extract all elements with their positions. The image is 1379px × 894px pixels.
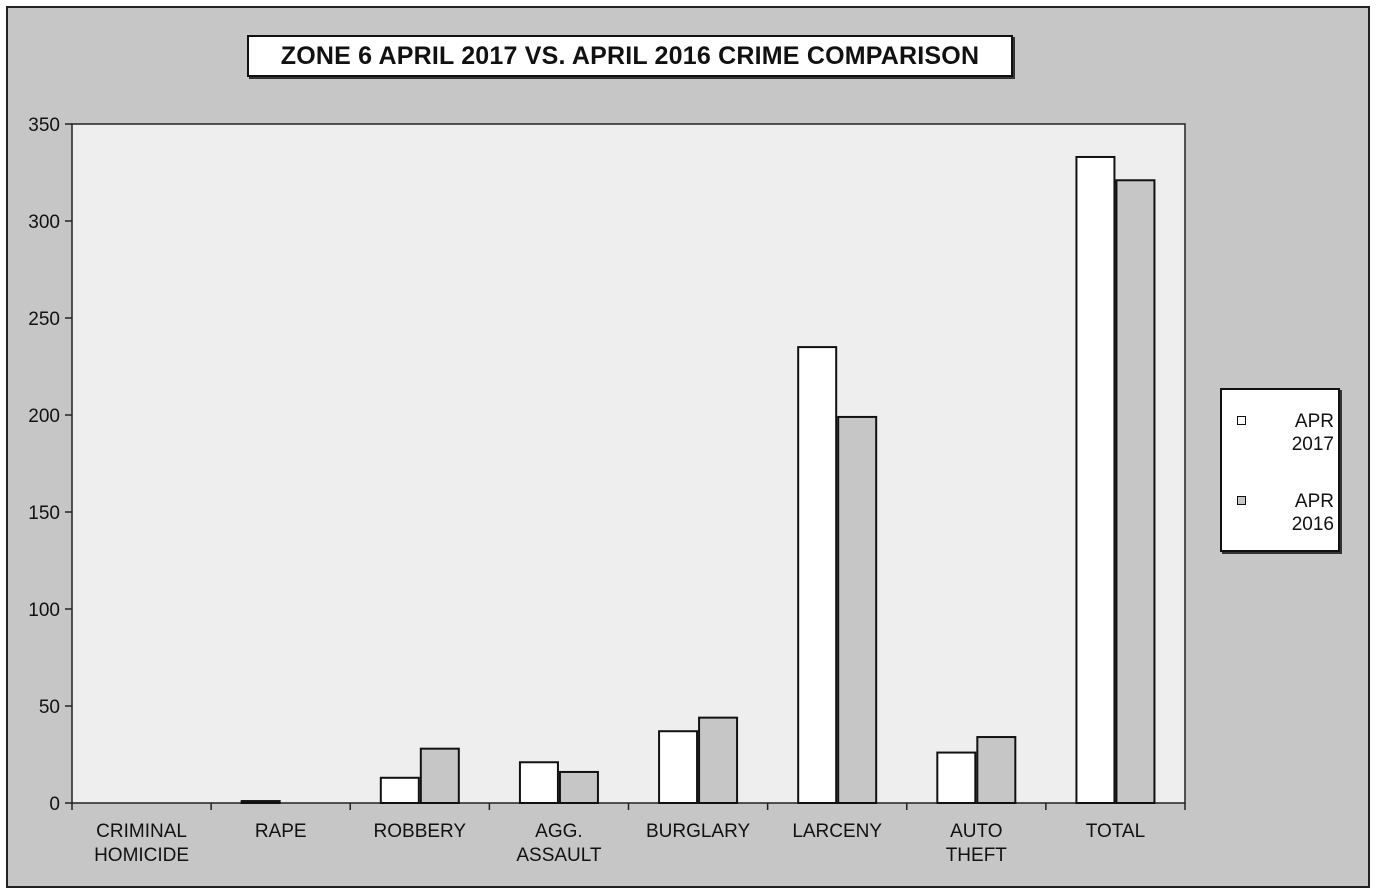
chart-title: ZONE 6 APRIL 2017 VS. APRIL 2016 CRIME C… (280, 41, 980, 70)
category-label: TOTAL (1086, 821, 1145, 842)
bar-apr-2017 (797, 346, 838, 804)
bar-apr-2017 (936, 751, 977, 804)
category-labels: CRIMINAL HOMICIDE RAPE ROBBERY AGG. ASSAULT BU… (94, 821, 1145, 866)
bar-apr-2016 (419, 747, 460, 804)
legend-label-line2: 2017 (1291, 434, 1334, 455)
legend: APR 2017 APR 2016 (1220, 388, 1340, 552)
bar-apr-2017 (379, 776, 420, 805)
bar-apr-2016 (976, 736, 1017, 804)
y-tick-label: 350 (28, 115, 60, 136)
category-label: LARCENY (792, 821, 882, 842)
y-tick-label: 150 (28, 503, 60, 524)
plot-area (71, 123, 1186, 804)
legend-swatch-apr-2017 (1237, 416, 1246, 425)
y-tick-label: 300 (28, 212, 60, 233)
category-label: AUTO (950, 821, 1002, 842)
bar-apr-2017 (658, 730, 699, 804)
chart-title-box: ZONE 6 APRIL 2017 VS. APRIL 2016 CRIME C… (247, 35, 1013, 77)
y-axis: 0 50 100 150 200 250 300 350 (28, 115, 72, 815)
bar-apr-2016 (837, 415, 878, 804)
category-label: ROBBERY (374, 821, 467, 842)
category-label: CRIMINAL (96, 821, 187, 842)
legend-swatch-apr-2016 (1237, 496, 1246, 505)
legend-item-apr-2016: APR 2016 (1237, 490, 1334, 536)
bar-apr-2017 (1075, 155, 1116, 805)
category-label: RAPE (255, 821, 307, 842)
y-tick-label: 250 (28, 309, 60, 330)
category-label: ASSAULT (516, 845, 602, 866)
category-label: THEFT (946, 845, 1008, 866)
category-label: HOMICIDE (94, 845, 189, 866)
bar-apr-2016 (1115, 179, 1156, 804)
x-axis (71, 803, 1186, 810)
bars (240, 155, 1156, 805)
y-tick-label: 200 (28, 406, 60, 427)
bar-apr-2016 (558, 770, 599, 805)
y-tick-label: 0 (49, 794, 60, 815)
bar-apr-2017 (518, 761, 559, 805)
legend-label-line1: APR (1294, 491, 1334, 512)
y-tick-label: 100 (28, 600, 60, 621)
legend-label-line2: 2016 (1291, 514, 1334, 535)
legend-label-line1: APR (1294, 411, 1334, 432)
category-label: BURGLARY (646, 821, 751, 842)
y-tick-label: 50 (39, 697, 60, 718)
bar-apr-2016 (698, 716, 739, 805)
category-label: AGG. (535, 821, 583, 842)
legend-item-apr-2017: APR 2017 (1237, 410, 1334, 456)
bar-apr-2017 (240, 800, 281, 804)
